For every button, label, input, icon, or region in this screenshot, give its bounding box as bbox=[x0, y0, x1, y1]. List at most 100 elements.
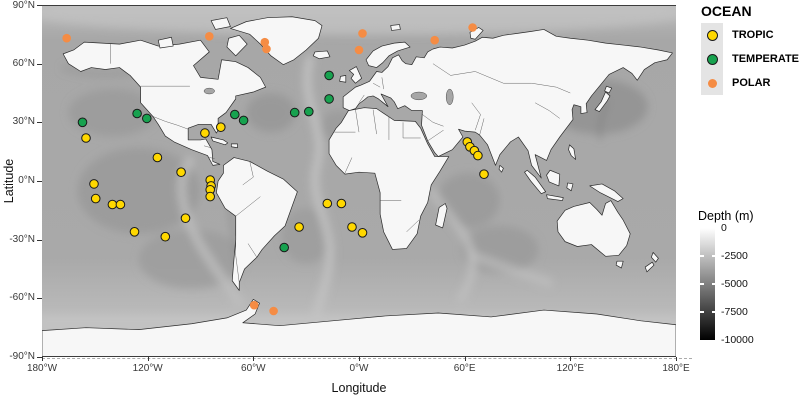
data-point-temperate bbox=[142, 113, 152, 124]
data-point-tropic bbox=[347, 222, 357, 232]
land-hokkaido bbox=[605, 86, 612, 93]
y-tick-mark bbox=[37, 122, 42, 124]
legend-item-polar: POLAR bbox=[701, 71, 799, 95]
data-point-polar bbox=[205, 32, 214, 41]
legend-label: POLAR bbox=[732, 77, 771, 89]
colorbar-title: Depth (m) bbox=[698, 209, 754, 223]
land-north-america bbox=[63, 40, 266, 165]
x-tick-label: 180°E bbox=[662, 363, 690, 374]
land-greenland bbox=[230, 17, 322, 65]
land-madagascar bbox=[436, 203, 447, 227]
colorbar-tick-mark bbox=[711, 283, 715, 285]
x-tick-mark bbox=[42, 357, 43, 361]
land-japan bbox=[595, 92, 610, 112]
gridline-minus90 bbox=[42, 358, 692, 359]
data-point-tropic bbox=[115, 199, 126, 210]
legend-key bbox=[701, 71, 723, 95]
y-tick-mark bbox=[37, 357, 42, 358]
land-borneo bbox=[547, 170, 560, 186]
data-point-temperate bbox=[324, 70, 334, 81]
legend-key bbox=[701, 23, 723, 47]
sample-points-layer bbox=[62, 23, 489, 316]
data-point-polar bbox=[354, 45, 364, 55]
land-australia bbox=[557, 201, 630, 257]
colorbar-gradient bbox=[700, 228, 715, 340]
data-point-polar bbox=[269, 306, 278, 316]
x-axis-title: Longitude bbox=[331, 381, 387, 395]
data-point-tropic bbox=[479, 169, 489, 179]
legend-label: TEMPERATE bbox=[732, 53, 800, 65]
land-tasmania bbox=[616, 261, 623, 268]
data-point-polar bbox=[249, 300, 259, 310]
y-tick-mark bbox=[37, 239, 42, 241]
data-point-tropic bbox=[336, 198, 347, 209]
data-point-polar bbox=[468, 23, 477, 32]
x-tick-mark bbox=[147, 357, 149, 361]
colorbar-tick-label: -7500 bbox=[721, 306, 748, 318]
colorbar-tick-mark bbox=[700, 283, 704, 285]
data-point-temperate bbox=[279, 242, 289, 253]
data-point-tropic bbox=[322, 198, 333, 209]
data-point-polar bbox=[260, 37, 270, 47]
data-point-temperate bbox=[132, 108, 142, 119]
land-baffin-island bbox=[227, 35, 247, 56]
x-tick-mark bbox=[676, 357, 677, 361]
legend-item-temperate: TEMPERATE bbox=[701, 47, 799, 71]
data-point-tropic bbox=[216, 122, 226, 132]
data-point-tropic bbox=[160, 231, 171, 242]
y-tick-mark bbox=[37, 298, 42, 300]
land-eurasia bbox=[343, 29, 672, 178]
data-point-tropic bbox=[129, 227, 140, 237]
legend-dot-temperate bbox=[706, 53, 718, 65]
land-sri-lanka bbox=[499, 165, 503, 172]
ocean-legend: OCEAN TROPIC TEMPERATE POLAR bbox=[690, 0, 800, 130]
land-philippines bbox=[569, 145, 576, 160]
land-victoria-island bbox=[158, 37, 173, 48]
land-novaya-zemlya bbox=[470, 27, 483, 39]
y-tick-label: 0°N bbox=[18, 175, 35, 186]
data-point-temperate bbox=[77, 117, 88, 128]
data-point-tropic bbox=[90, 193, 101, 204]
legend-key bbox=[701, 47, 723, 71]
legend-title: OCEAN bbox=[701, 3, 752, 19]
x-tick-label: 0°W bbox=[349, 363, 369, 374]
data-point-tropic bbox=[81, 133, 91, 143]
land-uk bbox=[349, 67, 361, 84]
land-new-zealand-south bbox=[645, 262, 654, 272]
data-point-tropic bbox=[200, 128, 210, 138]
land-java bbox=[547, 195, 564, 201]
land-ireland bbox=[340, 75, 346, 82]
land-cuba bbox=[211, 137, 228, 145]
data-point-temperate bbox=[289, 107, 300, 118]
land-iceland bbox=[313, 51, 330, 59]
x-tick-label: 120°W bbox=[132, 363, 163, 374]
land-new-zealand-north bbox=[651, 252, 658, 262]
y-tick-label: -90°N bbox=[9, 351, 35, 362]
land-scandinavia bbox=[366, 42, 410, 67]
land-new-guinea bbox=[590, 184, 623, 202]
legend-label: TROPIC bbox=[732, 29, 774, 41]
data-point-tropic bbox=[357, 228, 368, 238]
data-point-tropic bbox=[89, 179, 99, 189]
data-point-temperate bbox=[304, 106, 314, 117]
data-point-polar bbox=[358, 29, 367, 38]
data-point-temperate bbox=[230, 109, 240, 120]
inland-seas bbox=[204, 88, 453, 105]
legend-items: TROPIC TEMPERATE POLAR bbox=[701, 23, 799, 95]
x-tick-mark bbox=[359, 357, 360, 361]
data-point-tropic bbox=[107, 199, 118, 210]
land-south-america bbox=[216, 158, 297, 291]
land-antarctica bbox=[42, 299, 676, 357]
data-point-tropic bbox=[205, 191, 215, 202]
y-tick-mark bbox=[37, 5, 42, 6]
data-point-tropic bbox=[180, 213, 191, 223]
data-point-temperate bbox=[324, 94, 334, 104]
legend-dot-tropic bbox=[706, 29, 718, 41]
land-ellesmere-island bbox=[211, 18, 230, 30]
x-tick-label: 120°E bbox=[556, 363, 585, 374]
data-point-tropic bbox=[152, 152, 163, 163]
data-point-tropic bbox=[473, 150, 483, 161]
x-tick-mark bbox=[464, 357, 466, 361]
y-axis-title: Latitude bbox=[2, 158, 16, 204]
